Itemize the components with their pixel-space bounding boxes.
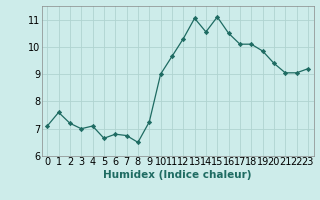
X-axis label: Humidex (Indice chaleur): Humidex (Indice chaleur): [103, 170, 252, 180]
